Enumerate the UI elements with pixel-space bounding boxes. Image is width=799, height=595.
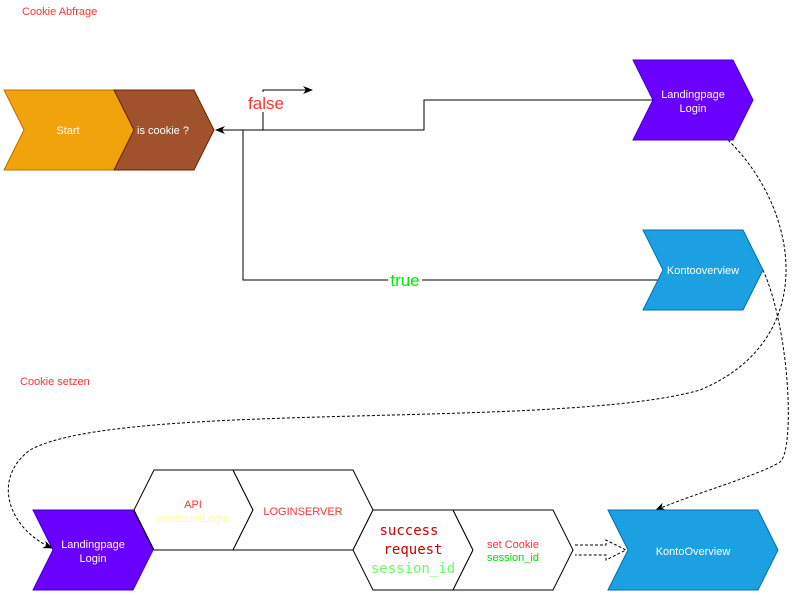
section-title-cookie-abfrage: Cookie Abfrage xyxy=(22,6,97,18)
request-label: request xyxy=(383,542,442,558)
node-start[interactable]: Start xyxy=(3,89,135,171)
landing-bottom-label: Landingpage xyxy=(61,539,125,551)
landing-top-label-2: Login xyxy=(680,103,707,115)
session-id-label: session_id xyxy=(371,561,455,577)
edge-false xyxy=(262,86,313,130)
double-arrow-icon xyxy=(575,539,628,561)
node-is-cookie[interactable]: is cookie ? xyxy=(113,89,215,171)
edge-landing-to-landing xyxy=(7,139,787,549)
node-loginserver[interactable]: LOGINSERVER xyxy=(232,469,374,551)
is-cookie-label: is cookie ? xyxy=(137,125,189,137)
set-cookie-session-label: session_id xyxy=(487,552,539,564)
konto-bottom-label: KontoOverview xyxy=(656,546,731,558)
set-cookie-label: set Cookie xyxy=(487,539,539,551)
node-set-cookie[interactable]: set Cookie session_id xyxy=(452,509,574,591)
false-label: false xyxy=(248,94,284,113)
success-label: success xyxy=(379,523,438,539)
node-api[interactable]: API unsecureLogin xyxy=(133,469,254,551)
landing-bottom-label-2: Login xyxy=(80,553,107,565)
loginserver-label: LOGINSERVER xyxy=(263,506,342,518)
section-title-cookie-setzen: Cookie setzen xyxy=(20,376,90,388)
node-kontooverview-bottom[interactable]: KontoOverview xyxy=(607,509,779,591)
api-sublabel: unsecureLogin xyxy=(157,513,229,525)
landing-top-label: Landingpage xyxy=(661,89,725,101)
node-landingpage-bottom[interactable]: Landingpage Login xyxy=(32,509,154,591)
true-label: true xyxy=(390,271,419,290)
node-success[interactable]: success request session_id xyxy=(352,509,474,591)
start-label: Start xyxy=(56,125,79,137)
node-landingpage-top[interactable]: Landingpage Login xyxy=(632,59,754,141)
edge-konto-to-konto xyxy=(655,269,789,511)
konto-top-label: Kontooverview xyxy=(667,265,739,277)
edge-landing-to-iscookie xyxy=(215,99,653,134)
api-label: API xyxy=(184,499,202,511)
edge-true xyxy=(242,130,663,281)
node-kontooverview-top[interactable]: Kontooverview xyxy=(642,229,764,311)
